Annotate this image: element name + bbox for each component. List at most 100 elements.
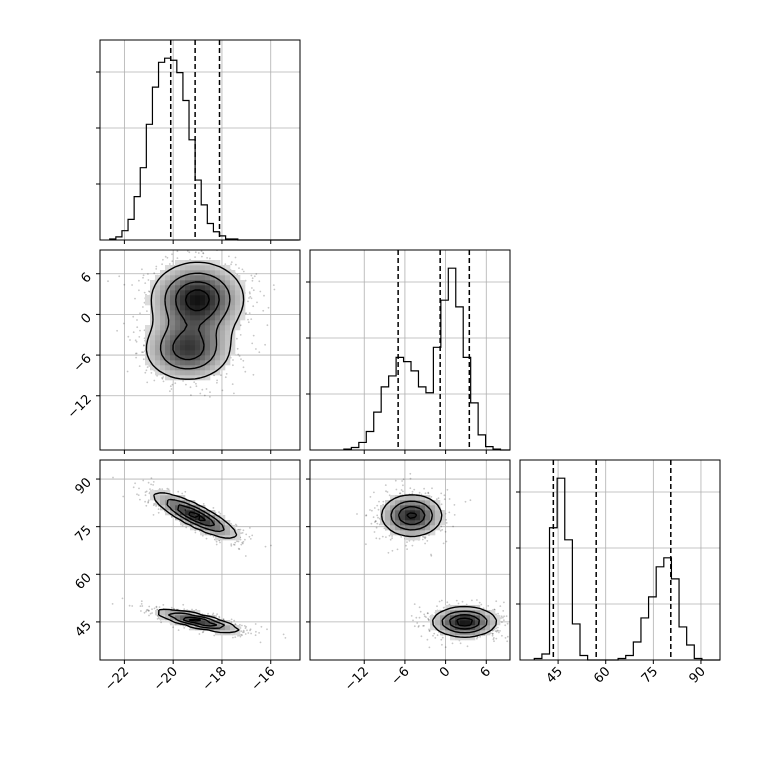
joint-panel-0-1-density-cell xyxy=(195,330,201,336)
joint-panel-0-1-density-cell xyxy=(185,310,191,316)
joint-panel-0-1-density-cell xyxy=(145,360,151,366)
joint-panel-0-1-density-cell xyxy=(165,330,171,336)
joint-panel-0-1-sample-point xyxy=(170,388,173,390)
joint-panel-0-1-density-cell xyxy=(225,280,231,286)
joint-panel-1-2-sample-point xyxy=(370,522,373,525)
joint-panel-0-2-density-cell xyxy=(205,525,211,531)
joint-panel-1-2-sample-point xyxy=(378,500,380,503)
joint-panel-0-2-density-cell xyxy=(195,515,201,521)
joint-panel-0-2-density-cell xyxy=(205,510,211,516)
joint-panel-0-2-sample-point xyxy=(144,491,147,493)
joint-panel-1-2-sample-point xyxy=(426,612,429,615)
joint-panel-0-1-sample-point xyxy=(242,270,245,273)
joint-panel-0-1-density-cell xyxy=(200,370,206,376)
joint-panel-0-2-density-cell xyxy=(180,505,186,511)
joint-panel-0-1-density-cell xyxy=(220,335,226,341)
joint-panel-0-1-density-cell xyxy=(230,315,236,321)
joint-panel-0-1-density-cell xyxy=(175,280,181,286)
joint-panel-0-1-sample-point xyxy=(138,336,141,338)
joint-panel-0-2-sample-point xyxy=(147,500,150,503)
joint-panel-1-2-sample-point xyxy=(445,518,447,521)
joint-panel-0-2-sample-point xyxy=(147,501,150,504)
joint-panel-0-1-density-cell xyxy=(225,330,231,336)
joint-panel-0-1-density-cell xyxy=(205,370,211,376)
joint-panel-0-1-sample-point xyxy=(171,260,174,263)
joint-panel-0-2-density-cell xyxy=(215,535,221,541)
joint-panel-0-2-sample-point xyxy=(240,543,243,546)
joint-panel-0-1-density-cell xyxy=(210,320,216,326)
joint-panel-0-1-density-cell xyxy=(230,340,236,346)
joint-panel-0-1-sample-point xyxy=(240,358,242,360)
joint-panel-0-2-sample-point xyxy=(177,490,180,493)
joint-panel-0-2-sample-point xyxy=(140,603,143,605)
joint-panel-0-1-sample-point xyxy=(205,388,208,390)
joint-panel-0-1-density-cell xyxy=(170,285,176,291)
joint-panel-0-1-density-cell xyxy=(155,330,161,336)
joint-panel-0-1-density-cell xyxy=(215,300,221,306)
joint-panel-0-1-sample-point xyxy=(251,279,254,282)
joint-panel-0-2-sample-point xyxy=(254,623,257,625)
joint-panel-0-1-density-cell xyxy=(195,275,201,281)
joint-panel-0-1-sample-point xyxy=(242,366,245,369)
joint-panel-0-2-sample-point xyxy=(166,487,169,490)
joint-panel-0-1-density-cell xyxy=(180,275,186,281)
joint-panel-0-1-sample-point xyxy=(174,382,177,385)
joint-panel-0-1-density-cell xyxy=(165,335,171,341)
joint-panel-0-2-density-cell xyxy=(200,520,206,526)
joint-panel-1-2-sample-point xyxy=(444,530,447,533)
hist-panel-1-frame xyxy=(309,249,511,451)
joint-panel-0-2-density-cell xyxy=(175,515,181,521)
joint-panel-0-1-density-cell xyxy=(210,365,216,371)
joint-panel-0-2-sample-point xyxy=(212,535,215,538)
joint-panel-0-1-density-cell xyxy=(185,340,191,346)
joint-panel-0-2-sample-point xyxy=(140,610,142,612)
joint-panel-0-1-sample-point xyxy=(139,312,141,315)
joint-panel-0-1-density-cell xyxy=(175,320,181,326)
joint-panel-0-2-sample-point xyxy=(235,524,238,527)
joint-panel-0-2-density-cell xyxy=(170,495,176,501)
joint-panel-0-1-density-cell xyxy=(210,260,216,266)
joint-panel-0-1-density-cell xyxy=(180,310,186,316)
joint-panel-0-1-density-cell xyxy=(145,345,151,351)
joint-panel-0-2-sample-point xyxy=(249,628,252,631)
joint-panel-0-1-sample-point xyxy=(232,364,234,367)
joint-panel-0-1-sample-point xyxy=(176,250,179,253)
joint-panel-0-2-density-cell xyxy=(225,530,231,536)
joint-panel-0-1-sample-point xyxy=(238,267,240,269)
joint-panel-0-1-density-cell xyxy=(185,345,191,351)
joint-panel-1-2-sample-point xyxy=(375,520,377,523)
joint-panel-0-2-density-cell xyxy=(195,510,201,516)
joint-panel-0-2-ytick-label-2: 75 xyxy=(73,523,95,545)
joint-panel-0-1-density-cell xyxy=(215,295,221,301)
joint-panel-0-1-sample-point xyxy=(135,356,138,359)
joint-panel-0-1-density-cell xyxy=(200,360,206,366)
hist-panel-2-frame xyxy=(519,459,721,661)
joint-panel-1-2-sample-point xyxy=(497,612,499,615)
joint-panel-1-2-sample-point xyxy=(365,514,368,516)
joint-panel-0-1-density-cell xyxy=(225,300,231,306)
joint-panel-1-2-sample-point xyxy=(476,637,478,640)
joint-panel-0-1-density-cell xyxy=(170,300,176,306)
joint-panel-0-2-density-cell xyxy=(175,510,181,516)
joint-panel-1-2-sample-point xyxy=(431,487,433,490)
joint-panel-0-1-density-cell xyxy=(235,320,241,326)
joint-panel-0-1-density-cell xyxy=(150,325,156,331)
joint-panel-0-1-density-cell xyxy=(145,355,151,361)
joint-panel-0-1-sample-point xyxy=(253,275,256,278)
joint-panel-1-2-sample-point xyxy=(395,488,398,491)
joint-panel-0-1-sample-point xyxy=(236,337,238,340)
joint-panel-0-1-density-cell xyxy=(165,355,171,361)
joint-panel-0-1-density-cell xyxy=(195,295,201,301)
joint-panel-0-1-density-cell xyxy=(215,355,221,361)
joint-panel-0-2-sample-point xyxy=(245,533,248,536)
joint-panel-0-1-density-cell xyxy=(230,350,236,356)
joint-panel-0-1-density-cell xyxy=(150,285,156,291)
joint-panel-0-1-sample-point xyxy=(249,292,251,295)
joint-panel-1-2-sample-point xyxy=(391,535,393,537)
joint-panel-1-2-sample-point xyxy=(427,492,430,495)
joint-panel-0-2-density-cell xyxy=(160,500,166,506)
joint-panel-0-1-density-cell xyxy=(185,295,191,301)
joint-panel-0-1-density-cell xyxy=(220,365,226,371)
joint-panel-1-2-sample-point xyxy=(373,531,376,533)
joint-panel-0-1-density-cell xyxy=(215,350,221,356)
